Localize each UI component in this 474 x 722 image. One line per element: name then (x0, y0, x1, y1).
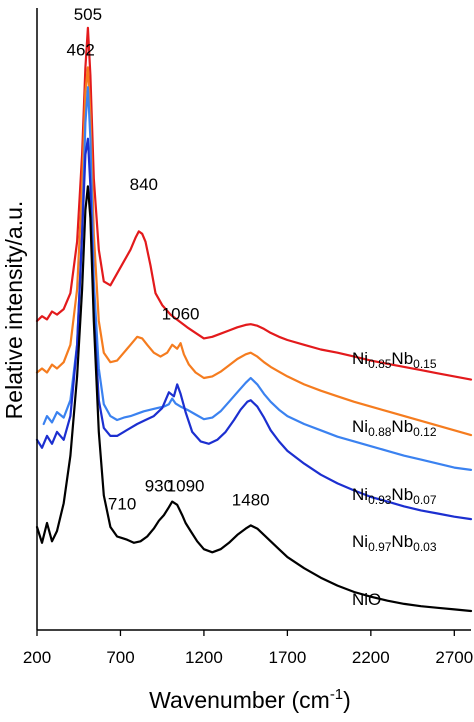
series-label-3: Ni0.97Nb0.03 (352, 532, 437, 554)
x-tick-label-700: 700 (106, 648, 134, 667)
x-tick-label-1200: 1200 (185, 648, 223, 667)
series-line-2 (42, 86, 473, 471)
peak-label-930: 930 (145, 476, 173, 495)
axes: 200 700 1200 1700 2200 2700 (23, 8, 473, 667)
x-tick-label-200: 200 (23, 648, 51, 667)
series-line-0 (35, 26, 473, 381)
peak-label-462: 462 (67, 41, 95, 60)
x-tick-label-1700: 1700 (268, 648, 306, 667)
peak-label-710: 710 (108, 495, 136, 514)
peak-label-1480: 1480 (232, 491, 270, 510)
series-label-4: NiO (352, 590, 381, 609)
series-labels: Ni0.85Nb0.15 Ni0.88Nb0.12 Ni0.93Nb0.07 Ni0.… (352, 349, 437, 609)
x-axis-label: Wavenumber (cm-1) (149, 686, 351, 713)
series-label-1: Ni0.88Nb0.12 (352, 417, 437, 439)
series-line-1 (35, 66, 473, 437)
series-line-3 (35, 137, 473, 521)
peak-label-840: 840 (130, 175, 158, 194)
peak-label-505: 505 (74, 5, 102, 24)
x-axis-label-main: Wavenumber (cm (149, 687, 330, 713)
series-label-2: Ni0.93Nb0.07 (352, 485, 437, 507)
y-axis-label: Relative intensity/a.u. (1, 201, 27, 420)
series-line-4 (35, 185, 473, 613)
x-tick-label-2200: 2200 (352, 648, 390, 667)
series-label-0: Ni0.85Nb0.15 (352, 349, 437, 371)
x-tick-label-2700: 2700 (435, 648, 473, 667)
peak-label-1090: 1090 (167, 476, 205, 495)
x-axis-label-sup: -1 (330, 686, 343, 703)
plot-area (35, 26, 473, 613)
peak-label-1060: 1060 (162, 304, 200, 323)
x-axis-label-close: ) (343, 687, 351, 713)
